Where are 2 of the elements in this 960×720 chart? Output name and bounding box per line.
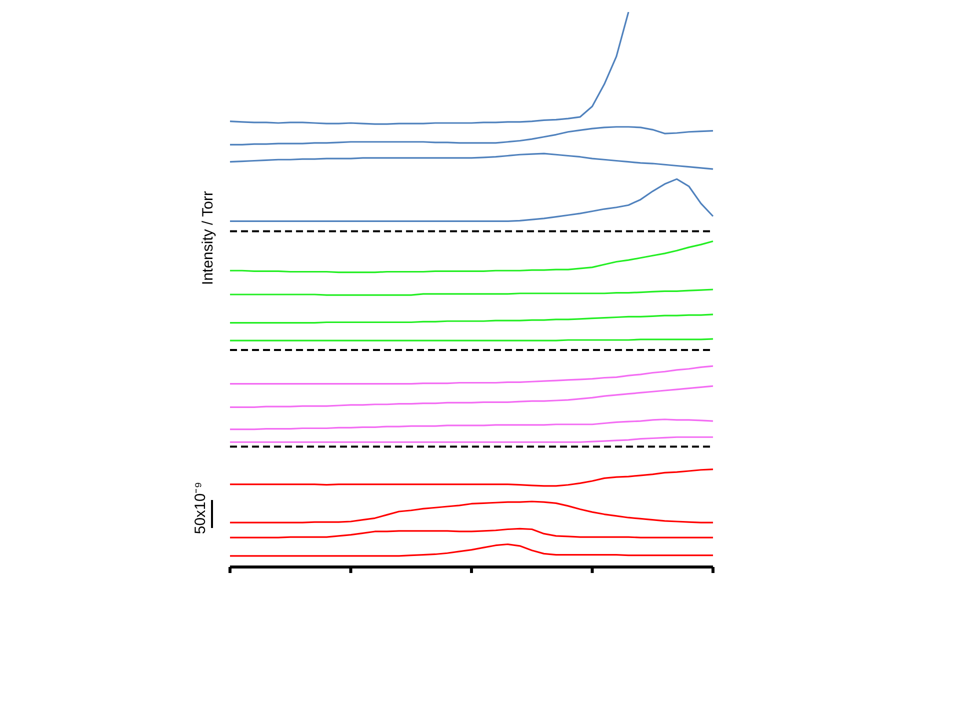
y-axis-title: Intensity / Torr xyxy=(200,191,216,285)
text: 50x10⁻⁹ xyxy=(191,482,209,534)
